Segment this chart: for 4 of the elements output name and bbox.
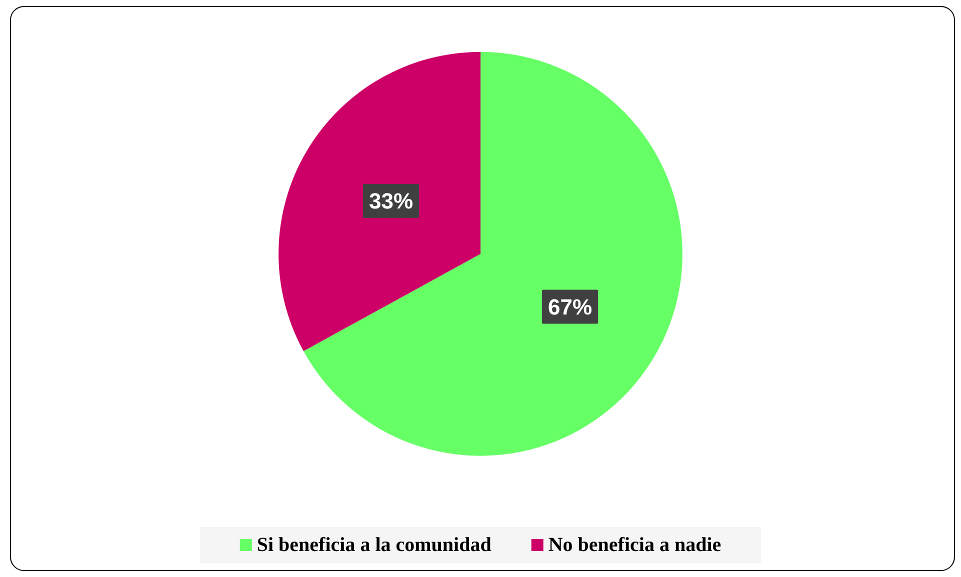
data-label: 67% (548, 294, 592, 320)
legend-label: Si beneficia a la comunidad (256, 534, 492, 556)
data-label: 33% (368, 188, 414, 214)
legend-label: No beneficia a nadie (548, 534, 722, 556)
